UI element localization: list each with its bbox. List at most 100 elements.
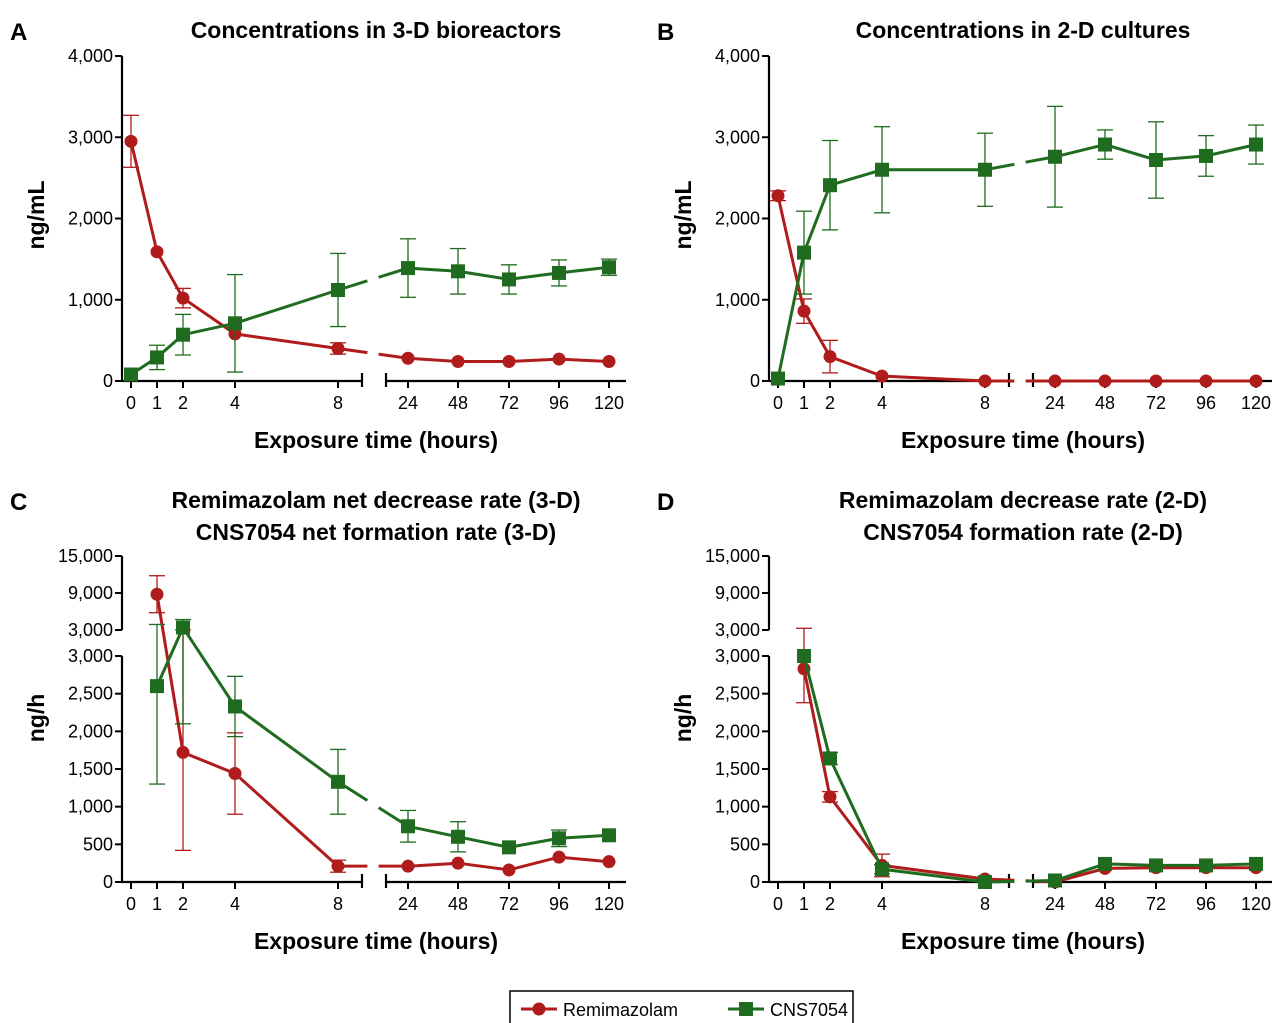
data-point: [228, 767, 242, 781]
y-tick-label: 1,000: [68, 797, 113, 817]
data-point: [401, 819, 415, 834]
data-point: [552, 352, 566, 366]
data-point: [451, 856, 465, 870]
x-tick-label: 96: [549, 393, 569, 413]
series-line: [776, 195, 986, 383]
data-point: [875, 369, 889, 383]
legend-box: [509, 990, 854, 1023]
x-tick-label: 120: [1241, 393, 1271, 413]
legend-marker: [532, 1002, 546, 1016]
data-point: [401, 351, 415, 365]
data-point: [1249, 856, 1263, 871]
data-point: [552, 850, 566, 864]
y-tick-label: 2,000: [68, 721, 113, 741]
x-tick-label: 72: [1146, 393, 1166, 413]
data-point: [176, 745, 190, 759]
y-tick-label: 4,000: [715, 46, 760, 66]
data-point: [1048, 374, 1062, 388]
x-tick-label: 96: [1196, 393, 1216, 413]
data-point: [228, 316, 242, 331]
panel-title: Concentrations in 2-D cultures: [856, 17, 1191, 43]
x-axis-label: Exposure time (hours): [254, 427, 498, 453]
x-tick-label: 4: [877, 393, 887, 413]
data-point: [875, 162, 889, 177]
x-tick-label: 2: [825, 894, 835, 914]
y-axis-label: ng/mL: [23, 181, 49, 250]
x-tick-label: 24: [1045, 894, 1065, 914]
y-axis-label: ng/h: [670, 694, 696, 743]
data-point: [331, 774, 345, 789]
x-tick-label: 0: [773, 393, 783, 413]
data-point: [1199, 374, 1213, 388]
x-tick-label: 0: [773, 894, 783, 914]
data-point: [552, 831, 566, 846]
data-point: [401, 261, 415, 276]
x-tick-label: 24: [398, 393, 418, 413]
y-tick-label: 500: [83, 834, 113, 854]
y-tick-label: 15,000: [58, 546, 113, 566]
x-tick-label: 1: [799, 894, 809, 914]
y-tick-label: 1,000: [68, 290, 113, 310]
series-line: [155, 624, 339, 784]
data-point: [176, 327, 190, 342]
data-point: [823, 350, 837, 364]
panel-title: CNS7054 formation rate (2-D): [863, 519, 1183, 545]
y-axis-label: ng/h: [23, 694, 49, 743]
data-point: [823, 751, 837, 766]
data-point: [1098, 374, 1112, 388]
y-tick-label: 3,000: [68, 127, 113, 147]
panel-c: C Remimazolam net decrease rate (3-D) CNS7…: [10, 487, 626, 954]
x-axis-label: Exposure time (hours): [254, 928, 498, 954]
y-tick-label: 3,000: [715, 620, 760, 640]
y-tick-label: 0: [750, 872, 760, 892]
y-tick-label: 0: [750, 371, 760, 391]
series-cns7054: [149, 618, 616, 855]
y-tick-label: 1,000: [715, 797, 760, 817]
panel-letter: C: [10, 489, 27, 516]
data-point: [502, 272, 516, 287]
x-tick-label: 24: [1045, 393, 1065, 413]
y-axis-label: ng/mL: [670, 181, 696, 250]
data-point: [1149, 153, 1163, 167]
panel-a: A Concentrations in 3-D bioreactors ng/mL E…: [10, 17, 626, 453]
panel-title: Remimazolam net decrease rate (3-D): [171, 487, 580, 513]
data-point: [875, 862, 889, 877]
x-tick-label: 120: [594, 393, 624, 413]
data-point: [1199, 148, 1213, 163]
data-point: [1149, 374, 1163, 388]
y-tick-label: 3,000: [715, 646, 760, 666]
data-point: [150, 245, 164, 259]
legend-label: Remimazolam: [563, 1000, 678, 1020]
x-tick-label: 4: [877, 894, 887, 914]
series-remimazolam: [149, 575, 616, 877]
series-cns7054: [771, 105, 1264, 386]
data-point: [552, 265, 566, 280]
x-tick-label: 1: [152, 894, 162, 914]
series-line: [802, 668, 986, 881]
x-tick-label: 48: [448, 393, 468, 413]
data-point: [1048, 873, 1062, 888]
x-tick-label: 4: [230, 393, 240, 413]
x-tick-label: 24: [398, 894, 418, 914]
panel-d: D Remimazolam decrease rate (2-D) CNS7054 …: [657, 487, 1272, 954]
data-point: [1149, 858, 1163, 873]
data-point: [502, 863, 516, 877]
data-point: [228, 699, 242, 714]
series-line: [802, 655, 986, 884]
x-tick-label: 1: [152, 393, 162, 413]
y-tick-label: 9,000: [68, 583, 113, 603]
data-point: [602, 355, 616, 368]
data-point: [124, 367, 138, 382]
y-tick-label: 4,000: [68, 46, 113, 66]
legend-marker: [739, 1002, 753, 1016]
data-point: [978, 875, 992, 889]
data-point: [771, 189, 785, 203]
y-tick-label: 2,000: [715, 721, 760, 741]
x-tick-label: 2: [825, 393, 835, 413]
y-tick-label: 2,000: [715, 209, 760, 229]
data-point: [602, 260, 616, 275]
data-point: [502, 840, 516, 855]
panel-letter: A: [10, 19, 27, 46]
data-point: [331, 342, 345, 355]
